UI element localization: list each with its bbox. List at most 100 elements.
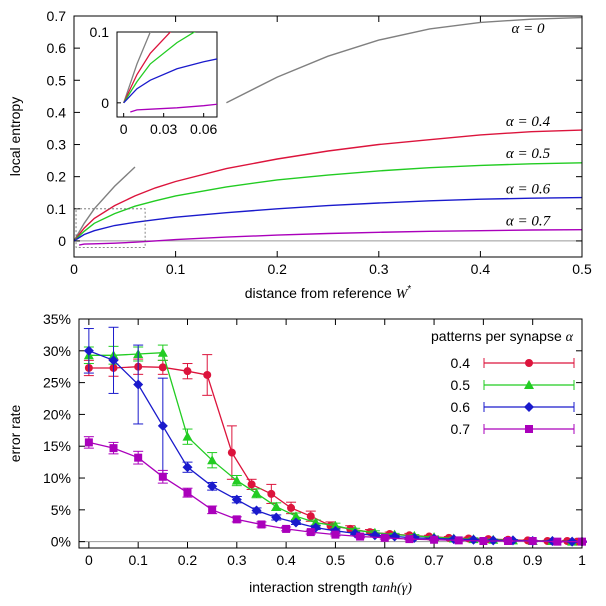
legend-title-symbol: α: [566, 330, 574, 345]
legend-label: 0.5: [451, 377, 471, 393]
data-point: [271, 512, 282, 523]
x-tick-label: 0.6: [375, 552, 395, 568]
error-rate-chart: 0 0.1 0.2 0.3 0.4 0.5 0.6 0.7 0.8 0.9 10%5%10%15%2…: [7, 311, 587, 596]
series-line: [73, 166, 136, 242]
data-point: [306, 512, 315, 521]
data-point: [524, 380, 534, 389]
x-tick-label: 0.2: [178, 552, 198, 568]
data-point: [282, 524, 291, 533]
x-axis-label: distance from reference W*: [245, 284, 412, 302]
x-axis-label-symbol: γ: [402, 581, 408, 596]
x-tick-label: 0.1: [166, 261, 186, 277]
data-point: [290, 511, 301, 521]
data-point: [290, 517, 301, 528]
y-tick-label: 15%: [43, 438, 71, 454]
inset-plot: [123, 32, 217, 113]
y-axis-label: error rate: [7, 405, 23, 463]
data-point: [468, 534, 479, 545]
series-line: [73, 129, 583, 242]
data-point: [524, 402, 534, 412]
x-axis-label-text: distance from reference: [245, 285, 396, 301]
data-point: [525, 359, 533, 367]
data-point: [251, 505, 262, 516]
legend-entry: 0.4: [451, 355, 575, 371]
legend-label: 0.4: [451, 355, 471, 371]
data-point: [257, 520, 266, 529]
y-tick-label: 0.3: [47, 137, 67, 153]
data-point: [157, 420, 168, 431]
data-point: [247, 480, 256, 489]
inset-y-tick-label: 0.1: [90, 24, 110, 40]
data-point: [182, 431, 193, 441]
y-tick-label: 0.7: [47, 8, 67, 24]
data-point: [183, 488, 192, 497]
inset-frame: [116, 31, 218, 118]
y-tick-label: 0.2: [47, 169, 67, 185]
inset-x-tick-label: 0: [120, 121, 128, 137]
data-point: [231, 494, 242, 505]
data-point: [267, 489, 276, 498]
data-point: [134, 453, 143, 462]
series-line: [73, 162, 583, 242]
x-tick-label: 0.3: [227, 552, 247, 568]
data-point: [479, 537, 488, 546]
inset-y-tick-label: 0: [101, 95, 109, 111]
x-tick-label: 0: [70, 261, 78, 277]
data-point: [525, 425, 533, 433]
x-tick-label: 1: [578, 552, 586, 568]
data-point: [231, 475, 242, 485]
data-point: [157, 347, 168, 357]
series-line: [78, 229, 583, 246]
x-tick-label: 0.8: [474, 552, 494, 568]
y-tick-label: 10%: [43, 470, 71, 486]
data-point: [271, 501, 282, 511]
data-point: [232, 515, 241, 524]
y-tick-label: 25%: [43, 375, 71, 391]
plot-frame: [73, 15, 583, 258]
x-tick-label: 0.9: [523, 552, 543, 568]
data-point: [380, 533, 389, 542]
x-tick-label: 0: [85, 552, 93, 568]
data-point: [207, 481, 218, 492]
zoom-region-box: [75, 208, 146, 248]
inset-x-tick-label: 0.06: [190, 121, 217, 137]
data-point: [84, 438, 93, 447]
x-tick-label: 0.4: [471, 261, 491, 277]
data-point: [331, 530, 340, 539]
x-axis-label-sup: *: [407, 284, 411, 295]
legend-entry: 0.6: [451, 399, 575, 415]
data-point: [430, 535, 439, 544]
x-axis-label-symbol: W: [396, 287, 409, 302]
data-point: [330, 520, 341, 530]
x-tick-label: 0.4: [276, 552, 296, 568]
series-label: α = 0: [512, 21, 545, 37]
series-label: α = 0.5: [506, 146, 551, 162]
data-point: [158, 363, 167, 372]
y-tick-label: 0: [58, 233, 66, 249]
legend-title: patterns per synapse α: [431, 328, 574, 345]
x-axis-label-func: ): [406, 581, 412, 596]
inset-series-line: [123, 58, 217, 104]
y-tick-label: 30%: [43, 343, 71, 359]
data-point: [83, 345, 94, 356]
data-point: [108, 355, 119, 366]
legend: patterns per synapse α 0.4 0.5 0.6 0.7: [431, 328, 575, 437]
inset-x-tick-label: 0.03: [150, 121, 177, 137]
inset-series-line: [123, 32, 196, 104]
data-point: [227, 448, 236, 457]
legend-entry: 0.5: [451, 377, 575, 393]
inset-series-line: [130, 103, 217, 113]
legend-label: 0.6: [451, 399, 471, 415]
data-point: [528, 537, 537, 546]
x-axis-label: interaction strength tanh(γ): [249, 579, 412, 596]
x-tick-label: 0.1: [128, 552, 148, 568]
series-line: [226, 16, 583, 104]
legend-label: 0.7: [451, 421, 471, 437]
series-label: α = 0.7: [506, 214, 552, 230]
inset-series-line: [123, 32, 152, 104]
data-point: [183, 367, 192, 376]
y-tick-label: 0.1: [47, 201, 67, 217]
y-tick-label: 0%: [51, 534, 71, 550]
local-entropy-chart: 0 0.1 0.2 0.3 0.4 0.5 0 0.1 0.2 0.3 0.4 0.5 0.6 0.7 α …: [7, 8, 592, 302]
x-tick-label: 0.5: [572, 261, 592, 277]
